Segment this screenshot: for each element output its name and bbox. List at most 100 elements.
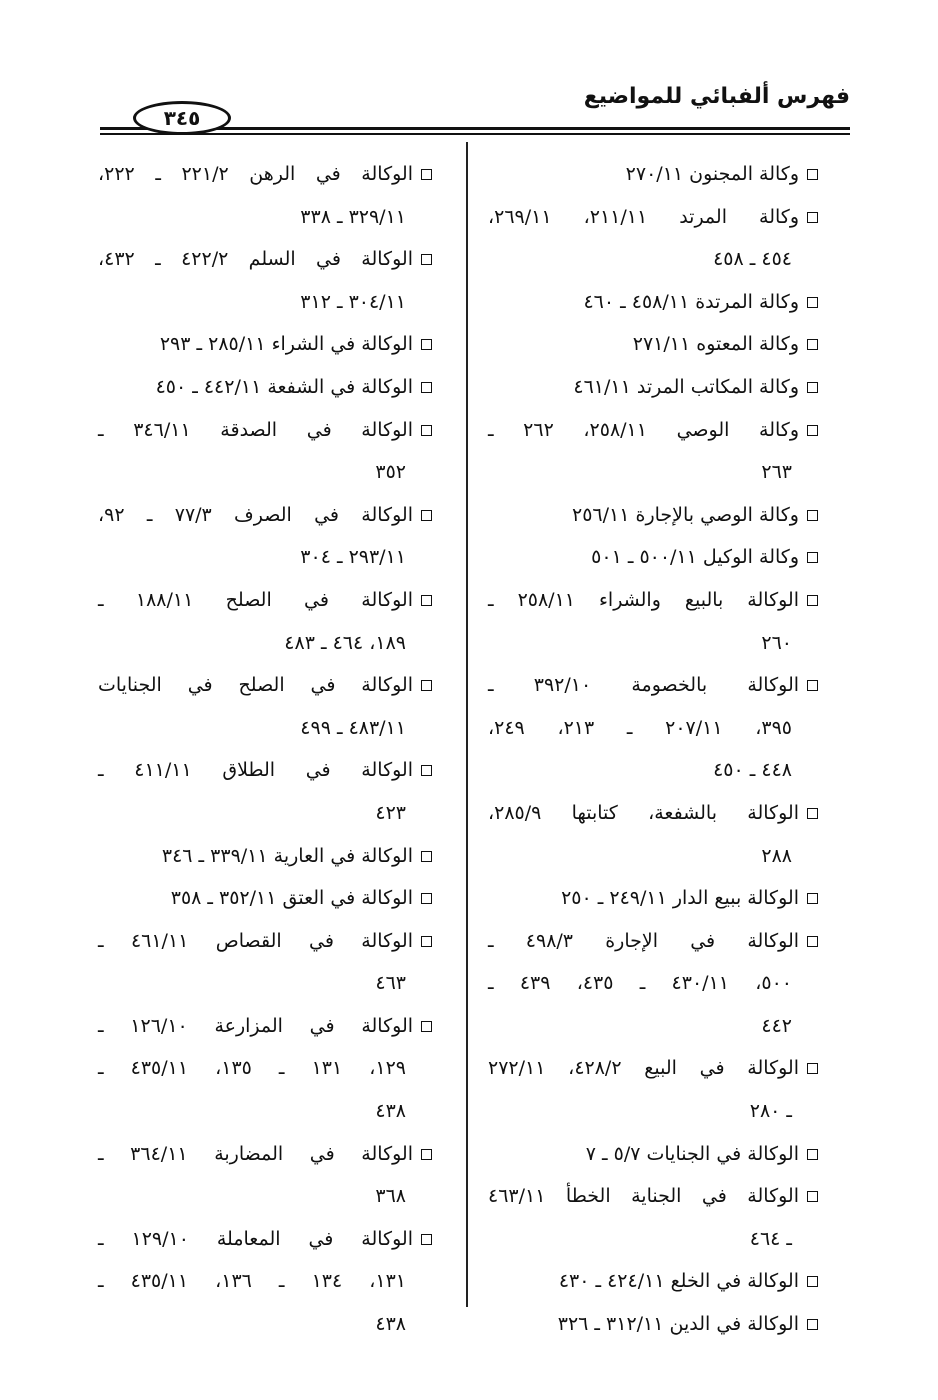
entry-text: الوكالة في المعاملة ١٢٩/١٠ ـ: [98, 1227, 413, 1250]
square-bullet-icon: [421, 381, 432, 393]
index-entry: الوكالة في الصلح ١٨٨/١١ ـ ١٨٩، ٤٦٤ ـ ٤٨٣: [98, 579, 432, 664]
square-bullet-icon: [421, 169, 432, 180]
entry-continuation-line: ـ ٤٦٤: [488, 1218, 818, 1261]
entry-text: ٣٠٤/١١ ـ ٣١٢: [300, 290, 406, 313]
entry-text: الوكالة بالبيع والشراء ٢٥٨/١١ ـ: [488, 588, 799, 611]
entry-text: ٤٣٨: [375, 1313, 406, 1336]
index-entry: الوكالة في الصرف ٧٧/٣ ـ ٩٢، ٢٩٣/١١ ـ ٣٠٤: [98, 494, 432, 579]
square-bullet-icon: [807, 509, 818, 521]
entry-text: وكالة المرتد ٢١١/١١، ٢٦٩/١١،: [488, 205, 799, 228]
index-entry: الوكالة بالبيع والشراء ٢٥٨/١١ ـ ٢٦٠: [488, 579, 818, 664]
entry-continuation-line: ١٢٩، ١٣١ ـ ١٣٥، ٤٣٥/١١ ـ: [98, 1047, 432, 1090]
entry-text: ٤٥٤ ـ ٤٥٨: [713, 248, 792, 271]
entry-line: الوكالة في المزارعة ١٢٦/١٠ ـ: [98, 1005, 433, 1048]
entry-continuation-line: ٤٤٨ ـ ٤٥٠: [488, 749, 818, 792]
square-bullet-icon: [421, 893, 432, 905]
entry-line: وكالة المرتد ٢١١/١١، ٢٦٩/١١،: [488, 196, 818, 239]
entry-text: ٤٢٣: [375, 801, 406, 824]
entry-line: الوكالة في الطلاق ٤١١/١١ ـ: [98, 749, 432, 792]
square-bullet-icon: [421, 850, 432, 862]
entry-line: وكالة المجنون ٢٧٠/١١: [488, 153, 818, 196]
entry-continuation-line: ٢٦٠: [488, 622, 818, 665]
index-entry: الوكالة في العارية ٣٣٩/١١ ـ ٣٤٦: [98, 835, 432, 878]
entry-continuation-line: ٤٣٨: [98, 1303, 432, 1346]
entry-line: الوكالة في الدين ٣١٢/١١ ـ ٣٢٦: [488, 1303, 818, 1346]
square-bullet-icon: [421, 680, 432, 692]
index-entry: الوكالة في البيع ٤٢٨/٢، ٢٧٢/١١ ـ ٢٨٠: [488, 1047, 818, 1132]
entry-continuation-line: ٣٠٤/١١ ـ ٣١٢: [98, 281, 432, 324]
index-entry: الوكالة في المضاربة ٣٦٤/١١ ـ ٣٦٨: [98, 1133, 432, 1218]
entry-text: ٤٤٢: [761, 1014, 792, 1037]
entry-line: الوكالة في الشفعة ٤٤٢/١١ ـ ٤٥٠: [98, 366, 432, 409]
header-rule: [100, 127, 850, 130]
column-divider: [466, 142, 468, 1307]
entry-line: الوكالة في الصلح ١٨٨/١١ ـ: [98, 579, 432, 622]
entry-text: ٣٦٨: [375, 1185, 406, 1208]
entry-continuation-line: ٢٦٣: [488, 451, 818, 494]
entry-line: الوكالة في المعاملة ١٢٩/١٠ ـ: [98, 1218, 432, 1261]
square-bullet-icon: [807, 893, 818, 905]
index-entry: وكالة المرتد ٢١١/١١، ٢٦٩/١١، ٤٥٤ ـ ٤٥٨: [488, 196, 818, 281]
entry-text: ٤٤٨ ـ ٤٥٠: [713, 759, 792, 782]
entry-continuation-line: ٤٤٢: [488, 1005, 818, 1048]
entry-line: الوكالة في الصرف ٧٧/٣ ـ ٩٢،: [98, 494, 432, 537]
index-entry: الوكالة في الخلع ٤٢٤/١١ ـ ٤٣٠: [488, 1260, 818, 1303]
entry-continuation-line: ١٨٩، ٤٦٤ ـ ٤٨٣: [98, 622, 432, 665]
entry-line: الوكالة ببيع الدار ٢٤٩/١١ ـ ٢٥٠: [488, 877, 818, 920]
entry-line: الوكالة في المضاربة ٣٦٤/١١ ـ: [98, 1133, 432, 1176]
entry-continuation-line: ٤٣٨: [98, 1090, 432, 1133]
page-title: فهرس ألفبائي للمواضيع: [583, 84, 850, 109]
entry-line: الوكالة في السلم ٤٢٢/٢ ـ ٤٣٢،: [98, 238, 432, 281]
entry-text: الوكالة ببيع الدار ٢٤٩/١١ ـ ٢٥٠: [561, 887, 799, 910]
square-bullet-icon: [807, 1191, 818, 1203]
entry-line: الوكالة في العارية ٣٣٩/١١ ـ ٣٤٦: [98, 835, 432, 878]
entry-text: الوكالة في الجنايات ٥/٧ ـ ٧: [585, 1142, 799, 1165]
entry-continuation-line: ٣٦٨: [98, 1175, 432, 1218]
entry-line: الوكالة بالشفعة، كتابتها ٢٨٥/٩،: [488, 792, 818, 835]
square-bullet-icon: [421, 424, 432, 436]
index-entry: وكالة الوصي بالإجارة ٢٥٦/١١: [488, 494, 818, 537]
index-entry: الوكالة في الجناية الخطأ ٤٦٣/١١ ـ ٤٦٤: [488, 1175, 818, 1260]
index-entry: الوكالة في المزارعة ١٢٦/١٠ ـ ١٢٩، ١٣١ ـ ١…: [98, 1005, 433, 1133]
entry-text: الوكالة في الخلع ٤٢٤/١١ ـ ٤٣٠: [558, 1270, 799, 1293]
entry-continuation-line: ٣٥٢: [98, 451, 432, 494]
index-entry: الوكالة في الشراء ٢٨٥/١١ ـ ٢٩٣: [98, 323, 432, 366]
entry-text: ٢٦٣: [761, 461, 792, 484]
entry-text: الوكالة في الصلح ١٨٨/١١ ـ: [98, 588, 413, 611]
index-entry: الوكالة في المعاملة ١٢٩/١٠ ـ ١٣١، ١٣٤ ـ ١…: [98, 1218, 432, 1346]
entry-text: وكالة المجنون ٢٧٠/١١: [625, 163, 799, 185]
index-entry: الوكالة بالخصومة ٣٩٢/١٠ ـ ٣٩٥، ٢٠٧/١١ ـ ٢…: [488, 664, 819, 792]
index-entry: الوكالة في الرهن ٢٢١/٢ ـ ٢٢٢، ٣٢٩/١١ ـ ٣٣…: [98, 153, 432, 238]
entry-text: وكالة الوصي بالإجارة ٢٥٦/١١: [572, 503, 799, 526]
header-rule-thin: [100, 133, 850, 135]
index-entry: وكالة المعتوه ٢٧١/١١: [488, 323, 818, 366]
square-bullet-icon: [807, 807, 818, 819]
entry-line: الوكالة في الشراء ٢٨٥/١١ ـ ٢٩٣: [98, 323, 432, 366]
entry-text: الوكالة في السلم ٤٢٢/٢ ـ ٤٣٢،: [98, 248, 413, 271]
square-bullet-icon: [421, 1233, 432, 1245]
entry-text: الوكالة في الصدقة ٣٤٦/١١ ـ: [98, 418, 413, 441]
entry-continuation-line: ٢٨٨: [488, 835, 818, 878]
index-entry: الوكالة في القصاص ٤٦١/١١ ـ ٤٦٣: [98, 920, 432, 1005]
entry-text: الوكالة في الجناية الخطأ ٤٦٣/١١: [488, 1185, 799, 1208]
entry-continuation-line: ٤٨٣/١١ ـ ٤٩٩: [98, 707, 432, 750]
entry-continuation-line: ٤٥٤ ـ ٤٥٨: [488, 238, 818, 281]
entry-text: الوكالة في البيع ٤٢٨/٢، ٢٧٢/١١: [488, 1057, 799, 1080]
entry-text: الوكالة في الشفعة ٤٤٢/١١ ـ ٤٥٠: [155, 375, 413, 398]
entry-text: الوكالة في العتق ٣٥٢/١١ ـ ٣٥٨: [170, 887, 413, 910]
entry-continuation-line: ـ ٢٨٠: [488, 1090, 818, 1133]
entry-line: الوكالة في الجنايات ٥/٧ ـ ٧: [488, 1133, 818, 1176]
entry-text: ٢٦٠: [761, 631, 792, 654]
index-entry: الوكالة بالشفعة، كتابتها ٢٨٥/٩، ٢٨٨: [488, 792, 818, 877]
square-bullet-icon: [807, 296, 818, 308]
index-entry: وكالة الوصي ٢٥٨/١١، ٢٦٢ ـ ٢٦٣: [488, 409, 819, 494]
index-entry: وكالة المجنون ٢٧٠/١١: [488, 153, 818, 196]
entry-line: وكالة الوصي ٢٥٨/١١، ٢٦٢ ـ: [488, 409, 819, 452]
entry-text: ـ ٤٦٤: [749, 1227, 792, 1250]
entry-line: وكالة المكاتب المرتد ٤٦١/١١: [488, 366, 818, 409]
square-bullet-icon: [421, 1020, 433, 1032]
square-bullet-icon: [807, 1148, 818, 1160]
entry-line: وكالة المرتدة ٤٥٨/١١ ـ ٤٦٠: [488, 281, 818, 324]
entry-text: ٣٢٩/١١ ـ ٣٣٨: [300, 205, 406, 228]
entry-text: وكالة المرتدة ٤٥٨/١١ ـ ٤٦٠: [583, 290, 799, 313]
